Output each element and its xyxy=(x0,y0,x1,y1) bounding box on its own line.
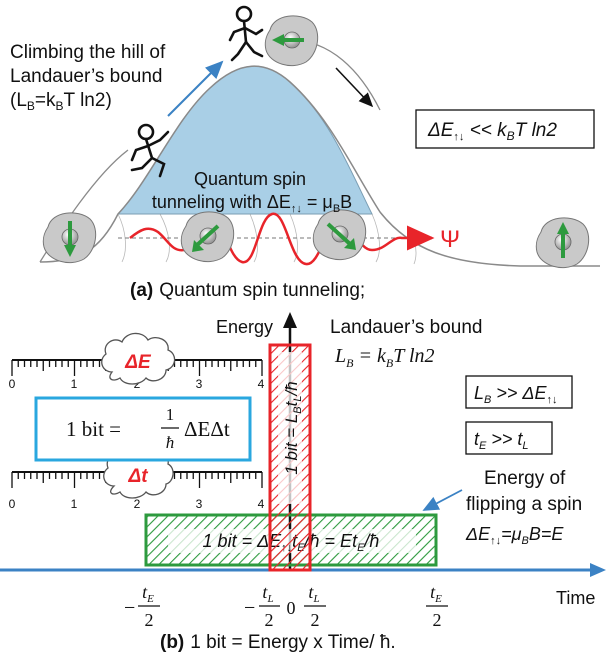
bit-formula-lhs: 1 bit = xyxy=(66,417,121,441)
cond-time-box xyxy=(465,421,553,455)
hill-label-line2: Landauer’s bound xyxy=(10,66,163,87)
svg-text:tL: tL xyxy=(262,582,273,605)
bit-formula-denominator: ħ xyxy=(166,433,175,452)
caption-a: (a) Quantum spin tunneling; xyxy=(130,280,365,301)
panel-a: Climbing the hill of Landauer’s bound (L… xyxy=(10,5,600,301)
svg-text:2: 2 xyxy=(311,610,320,630)
svg-text:2: 2 xyxy=(145,610,154,630)
ruler-bottom-tick-2: 2 xyxy=(134,497,141,511)
cond-energy-box xyxy=(465,375,573,409)
hill-label-line3: (LB=kBT ln2) xyxy=(10,90,112,113)
ruler-bottom-tick-0: 0 xyxy=(9,497,16,511)
psi-label: Ψ xyxy=(440,226,460,253)
spin-middle-left xyxy=(180,211,235,263)
energy-condition-text: ΔE↑↓ << kBT ln2 xyxy=(427,120,557,143)
svg-text:tE: tE xyxy=(142,582,154,605)
landauer-bit-label-bg xyxy=(278,352,302,504)
tick-tl: tL 2 xyxy=(304,582,326,630)
tick-minus-tl: − tL 2 xyxy=(244,582,280,630)
ruler-bottom-tick-4: 4 xyxy=(258,497,265,511)
bit-formula-numerator: 1 xyxy=(166,405,175,424)
panel-b: Energy Time 1 bit = ΔE↑↓tE/ħ = EtE/ħ 1 b… xyxy=(0,312,606,653)
bit-formula-box xyxy=(34,396,252,462)
svg-text:−: − xyxy=(244,597,255,619)
wavefunction xyxy=(129,212,435,266)
flip-label-line2: flipping a spin xyxy=(466,494,582,515)
landauer-bit-label: 1 bit = LBtL/ħ xyxy=(282,381,304,474)
flip-equation: ΔE↑↓=μBB=E xyxy=(465,524,564,547)
summit-figure xyxy=(228,5,264,62)
delta-e-label: ΔE xyxy=(124,352,152,373)
landauer-title: Landauer’s bound xyxy=(330,317,483,338)
landscape-curve xyxy=(39,65,600,267)
delta-e-cloud: ΔE xyxy=(101,332,176,385)
ruler-top-tick-4: 4 xyxy=(258,377,265,391)
delta-t-label: Δt xyxy=(127,466,148,487)
spin-left xyxy=(42,212,97,264)
svg-text:tE: tE xyxy=(430,582,442,605)
spin-middle-right xyxy=(312,209,367,261)
energy-axis-arrowhead xyxy=(283,312,297,328)
ruler-bottom-tick-1: 1 xyxy=(71,497,78,511)
ruler-top-tick-0: 0 xyxy=(9,377,16,391)
cond-time-text: tE >> tL xyxy=(474,429,529,452)
climb-arrow xyxy=(167,60,224,117)
descent-arrow xyxy=(335,67,374,108)
tick-minus-te: − tE 2 xyxy=(124,582,160,630)
climber-figure xyxy=(130,123,170,178)
cond-energy-text: LB >> ΔE↑↓ xyxy=(474,383,557,406)
svg-text:2: 2 xyxy=(265,610,274,630)
ruler-top-tick-3: 3 xyxy=(196,377,203,391)
ruler-bottom-tick-3: 3 xyxy=(196,497,203,511)
svg-text:−: − xyxy=(124,597,135,619)
spin-right xyxy=(535,217,590,269)
svg-text:tL: tL xyxy=(308,582,319,605)
tunnel-label-line1: Quantum spin xyxy=(194,169,306,189)
energy-axis-label: Energy xyxy=(216,317,273,337)
svg-text:2: 2 xyxy=(433,610,442,630)
caption-b: (b) 1 bit = Energy x Time/ ħ. xyxy=(160,632,396,653)
energy-condition-box xyxy=(415,109,595,149)
ruler-top-tick-1: 1 xyxy=(71,377,78,391)
time-axis-label: Time xyxy=(556,588,595,608)
landauer-equation: LB = kBT ln2 xyxy=(334,345,435,370)
tick-te: tE 2 xyxy=(426,582,448,630)
faint-arcs xyxy=(117,213,417,265)
spin-top xyxy=(264,15,319,67)
tunnel-label-line2: tunneling with ΔE↑↓ = μBB xyxy=(152,192,352,215)
tick-zero: 0 xyxy=(287,598,296,618)
time-axis-arrowhead xyxy=(590,563,606,577)
hill-label-line1: Climbing the hill of xyxy=(10,42,166,63)
flip-arrow xyxy=(422,489,463,511)
bit-formula-rhs: ΔEΔt xyxy=(184,417,230,441)
flip-label-line1: Energy of xyxy=(484,468,566,489)
